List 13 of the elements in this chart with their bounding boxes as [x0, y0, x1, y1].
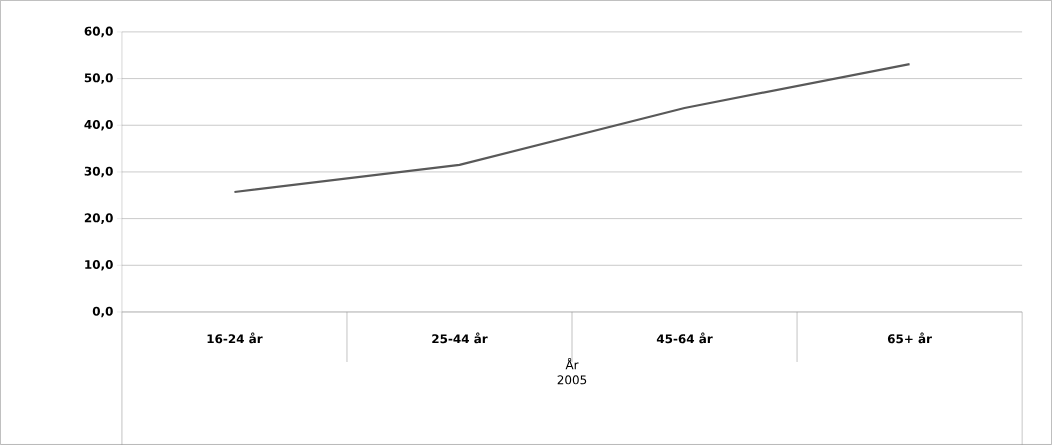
- x-tick-label: 25-44 år: [432, 332, 488, 344]
- x-tick-label: 65+ år: [887, 332, 932, 344]
- y-tick-label: 40,0: [84, 119, 113, 131]
- line-series: [233, 62, 911, 193]
- y-tick-label: 0,0: [92, 306, 113, 318]
- y-tick-label: 50,0: [84, 73, 113, 84]
- y-tick-label: 10,0: [85, 259, 113, 271]
- x-axis-title: År 2005: [557, 357, 587, 385]
- y-tick-label: 20,0: [84, 213, 113, 224]
- y-tick-label: 30,0: [84, 166, 113, 178]
- x-tick-label: 16-24 år: [207, 332, 263, 344]
- x-tick-label: 45-64 år: [656, 332, 713, 344]
- y-tick-label: 60,0: [84, 26, 113, 38]
